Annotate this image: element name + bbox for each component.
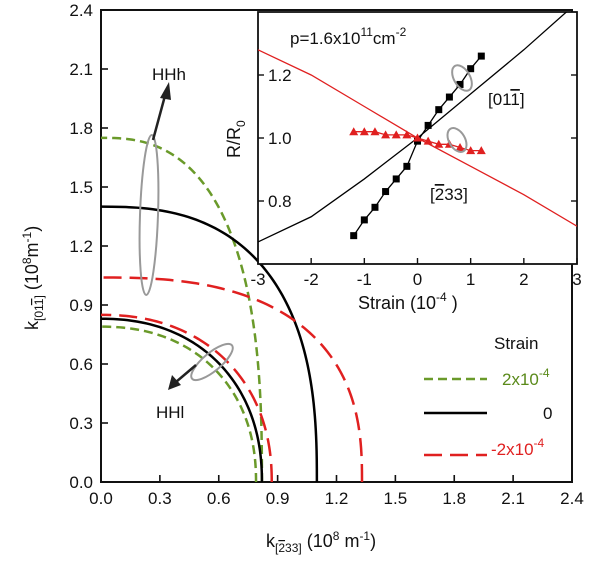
legend-title: Strain: [494, 334, 538, 353]
main-y-tick-label: 1.8: [69, 119, 93, 138]
inset-x-tick-label: 2: [519, 270, 528, 289]
hhl-arrow-shaft: [175, 364, 197, 383]
inset-y-tick-label: 1.0: [268, 129, 292, 148]
inset-y-tick-label: 1.2: [268, 66, 292, 85]
inset-y-tick-label: 0.8: [268, 192, 292, 211]
inset-x-tick-label: -2: [304, 270, 319, 289]
main-y-tick-label: 0.3: [69, 414, 93, 433]
inset-triangle-marker: [476, 146, 486, 155]
inset-x-axis-title: Strain (10-4 ): [358, 290, 458, 313]
main-x-axis-title: k[233] (108 m-1): [266, 529, 376, 555]
inset-triangle-marker: [455, 142, 465, 151]
legend-label-plus: 2x10-4: [502, 366, 550, 389]
main-x-tick-label: 1.8: [442, 489, 466, 508]
inset-title: p=1.6x1011cm-2: [290, 25, 407, 48]
main-curve-hhl-4: [100, 317, 264, 483]
main-curve-hhh-2: [100, 276, 364, 483]
main-y-tick-label: 0.0: [69, 473, 93, 492]
main-y-tick-label: 2.1: [69, 60, 93, 79]
main-x-tick-label: 0.6: [207, 489, 231, 508]
main-y-tick-label: 2.4: [69, 1, 93, 20]
main-curve-hhh-0: [100, 136, 264, 483]
inset-label-233: [233]: [430, 185, 468, 204]
inset-square-marker: [445, 93, 453, 101]
inset-triangle-marker: [391, 130, 401, 139]
inset-axis-ticks: -3 -2 -1 0 1 2 3 0.8 1.0 1.2: [250, 66, 581, 289]
inset-triangle-marker: [359, 127, 369, 136]
inset-x-tick-label: 3: [572, 270, 581, 289]
inset-square-marker: [435, 106, 443, 114]
inset-square-marker: [456, 80, 464, 88]
inset-square-marker: [403, 162, 411, 170]
hhh-label: HHh: [152, 65, 186, 84]
main-x-tick-label: 0.0: [89, 489, 113, 508]
main-curves: [100, 136, 364, 483]
main-axis-ticks: 0.0 0.3 0.6 0.9 1.2 1.5 1.8 2.1 2.4 0.0 0.3 0.6 0.9 1…: [69, 1, 583, 508]
inset-triangle-marker: [381, 130, 391, 139]
inset-triangle-marker: [402, 130, 412, 139]
inset-triangle-marker: [466, 146, 476, 155]
inset-y-axis-title: R/R0: [224, 120, 248, 158]
inset-square-marker: [350, 232, 358, 240]
inset-x-tick-label: -1: [357, 270, 372, 289]
inset-square-marker: [477, 52, 485, 60]
hhl-arrow-head: [168, 375, 181, 390]
inset-ellipse-233: [446, 127, 468, 153]
main-x-tick-label: 1.5: [384, 489, 408, 508]
main-x-tick-label: 2.4: [560, 489, 584, 508]
inset-square-marker: [360, 216, 368, 224]
inset-label-011: [011]: [488, 90, 525, 109]
main-y-axis-title: k[011] (108m-1): [20, 226, 46, 330]
main-x-tick-label: 2.1: [501, 489, 525, 508]
legend: Strain 2x10-4 0 -2x10-4: [424, 334, 552, 459]
legend-label-minus: -2x10-4: [491, 436, 545, 459]
hhl-label: HHl: [156, 403, 184, 422]
inset-triangle-marker: [413, 133, 422, 142]
inset-square-marker: [371, 203, 379, 211]
inset-triangle-marker: [349, 127, 359, 136]
main-x-tick-label: 0.3: [148, 489, 172, 508]
inset-annotations: [011] [233]: [430, 64, 525, 204]
inset-triangle-marker: [423, 136, 433, 145]
inset-square-marker: [392, 175, 400, 183]
main-x-tick-label: 0.9: [266, 489, 290, 508]
hhh-arrow-shaft: [151, 91, 168, 141]
hhh-arrow-head: [160, 82, 171, 100]
main-curve-hhh-1: [100, 205, 319, 483]
inset-square-marker: [424, 121, 432, 129]
legend-label-zero: 0: [543, 404, 552, 423]
inset-triangle-marker: [370, 127, 380, 136]
main-y-tick-label: 1.2: [69, 237, 93, 256]
hhh-ellipse: [138, 134, 160, 296]
inset-square-marker: [382, 188, 390, 196]
main-y-tick-label: 1.5: [69, 178, 93, 197]
main-annotations: HHh HHl: [138, 65, 234, 422]
inset-x-tick-label: 0: [413, 270, 422, 289]
main-y-tick-label: 0.9: [69, 296, 93, 315]
inset-x-tick-label: 1: [466, 270, 475, 289]
main-curve-hhl-3: [100, 325, 258, 483]
inset-x-tick-label: -3: [250, 270, 265, 289]
inset-ellipse-011: [451, 64, 473, 92]
main-y-tick-label: 0.6: [69, 355, 93, 374]
inset-curves: [258, 12, 577, 243]
inset-square-marker: [467, 65, 475, 73]
main-x-tick-label: 1.2: [325, 489, 349, 508]
hhl-ellipse: [190, 342, 234, 382]
inset-triangle-marker: [434, 139, 444, 148]
